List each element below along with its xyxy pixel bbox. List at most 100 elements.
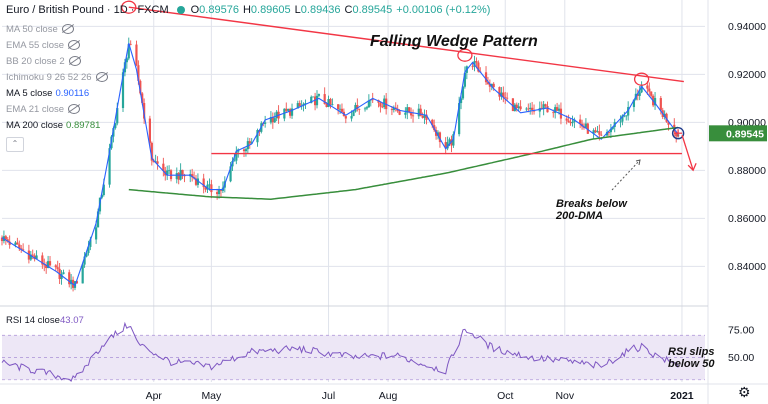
candle: [127, 43, 130, 59]
candle: [271, 116, 274, 123]
legend-label: EMA 55 close: [6, 40, 65, 51]
candle: [312, 96, 315, 98]
candle: [102, 184, 105, 196]
x-tick-label: May: [201, 390, 222, 402]
candle: [287, 108, 290, 111]
candle: [327, 99, 330, 107]
candle: [177, 173, 180, 180]
candle: [210, 184, 213, 193]
candle: [367, 100, 370, 108]
candle: [85, 252, 88, 257]
candle: [310, 96, 313, 104]
candle: [20, 248, 23, 250]
candle: [544, 104, 547, 106]
candle: [448, 139, 451, 143]
candle: [116, 108, 119, 124]
candle: [46, 261, 50, 269]
candle-series: [0, 37, 680, 292]
candle: [298, 103, 301, 107]
candle: [506, 97, 509, 99]
candle: [517, 106, 520, 109]
candle: [515, 104, 518, 109]
hidden-eye-icon[interactable]: [95, 72, 108, 83]
candle: [233, 160, 236, 162]
candle: [43, 264, 46, 266]
candle: [475, 61, 478, 63]
candle: [166, 170, 169, 176]
candle: [329, 99, 332, 105]
candle: [194, 178, 198, 185]
legend-item[interactable]: EMA 55 close: [6, 40, 81, 51]
candle: [363, 108, 367, 110]
hidden-eye-icon[interactable]: [68, 40, 81, 51]
candle: [114, 123, 117, 129]
candle: [461, 86, 465, 99]
wedge-upper-line: [128, 6, 684, 83]
annotation-dash: [611, 159, 641, 191]
y-tick-label: 0.84000: [728, 261, 766, 273]
high-marker-circle: [121, 0, 137, 14]
candle: [27, 250, 30, 260]
rsi-label: RSI 14 close: [6, 315, 60, 326]
collapse-legend-button[interactable]: ⌃: [6, 137, 24, 152]
candle: [586, 123, 589, 134]
candle: [358, 108, 361, 110]
candle: [89, 239, 92, 247]
candle: [313, 96, 317, 106]
candle: [365, 107, 369, 109]
legend-label: MA 50 close: [6, 24, 58, 35]
x-tick-label: Jul: [322, 390, 335, 402]
legend-item[interactable]: Ichimoku 9 26 52 26: [6, 72, 108, 83]
legend-item[interactable]: EMA 21 close: [6, 104, 81, 115]
change-value: +0.00106 (+0.12%): [396, 4, 491, 16]
candle: [640, 85, 643, 93]
candle: [48, 261, 52, 266]
candle: [371, 99, 374, 101]
legend-item[interactable]: MA 50 close: [6, 24, 74, 35]
hidden-eye-icon[interactable]: [68, 104, 81, 115]
candle: [431, 119, 434, 126]
legend-item[interactable]: MA 200 close 0.89781: [6, 120, 100, 131]
hidden-eye-icon[interactable]: [61, 24, 74, 35]
candle: [584, 123, 588, 128]
legend-item[interactable]: MA 5 close 0.90116: [6, 88, 89, 99]
candle: [484, 72, 488, 83]
candle: [356, 104, 359, 109]
breakout-circle: [671, 126, 685, 140]
candle: [421, 115, 424, 118]
candle: [289, 108, 292, 116]
candle: [490, 83, 493, 87]
gear-icon[interactable]: ⚙: [738, 384, 751, 400]
candle: [246, 141, 249, 150]
candle: [444, 142, 447, 149]
candle: [488, 83, 491, 87]
candle: [206, 184, 209, 190]
candle: [95, 227, 98, 240]
candle: [6, 239, 9, 242]
candle: [96, 211, 100, 228]
rsi-line: [1, 321, 679, 382]
close-label: C: [344, 4, 353, 16]
legend-label: Ichimoku 9 26 52 26: [6, 72, 92, 83]
rsi-tick-label: 75.00: [728, 324, 754, 336]
candle: [16, 242, 19, 245]
candle: [446, 142, 449, 149]
symbol-title[interactable]: Euro / British Pound · 1D · FXCM: [6, 4, 169, 16]
x-tick-label: Apr: [146, 390, 163, 402]
candle: [35, 255, 38, 260]
legend-item[interactable]: BB 20 close 2: [6, 56, 81, 67]
candle: [285, 108, 288, 111]
candle: [638, 92, 641, 96]
candle: [607, 132, 611, 133]
candle: [500, 92, 503, 97]
candle: [81, 264, 84, 284]
candle: [273, 118, 276, 123]
hidden-eye-icon[interactable]: [68, 56, 81, 67]
candle: [108, 148, 111, 185]
candle: [419, 108, 422, 116]
candle: [62, 272, 65, 275]
candle: [242, 149, 246, 152]
annotation-text: below 50: [668, 358, 715, 370]
